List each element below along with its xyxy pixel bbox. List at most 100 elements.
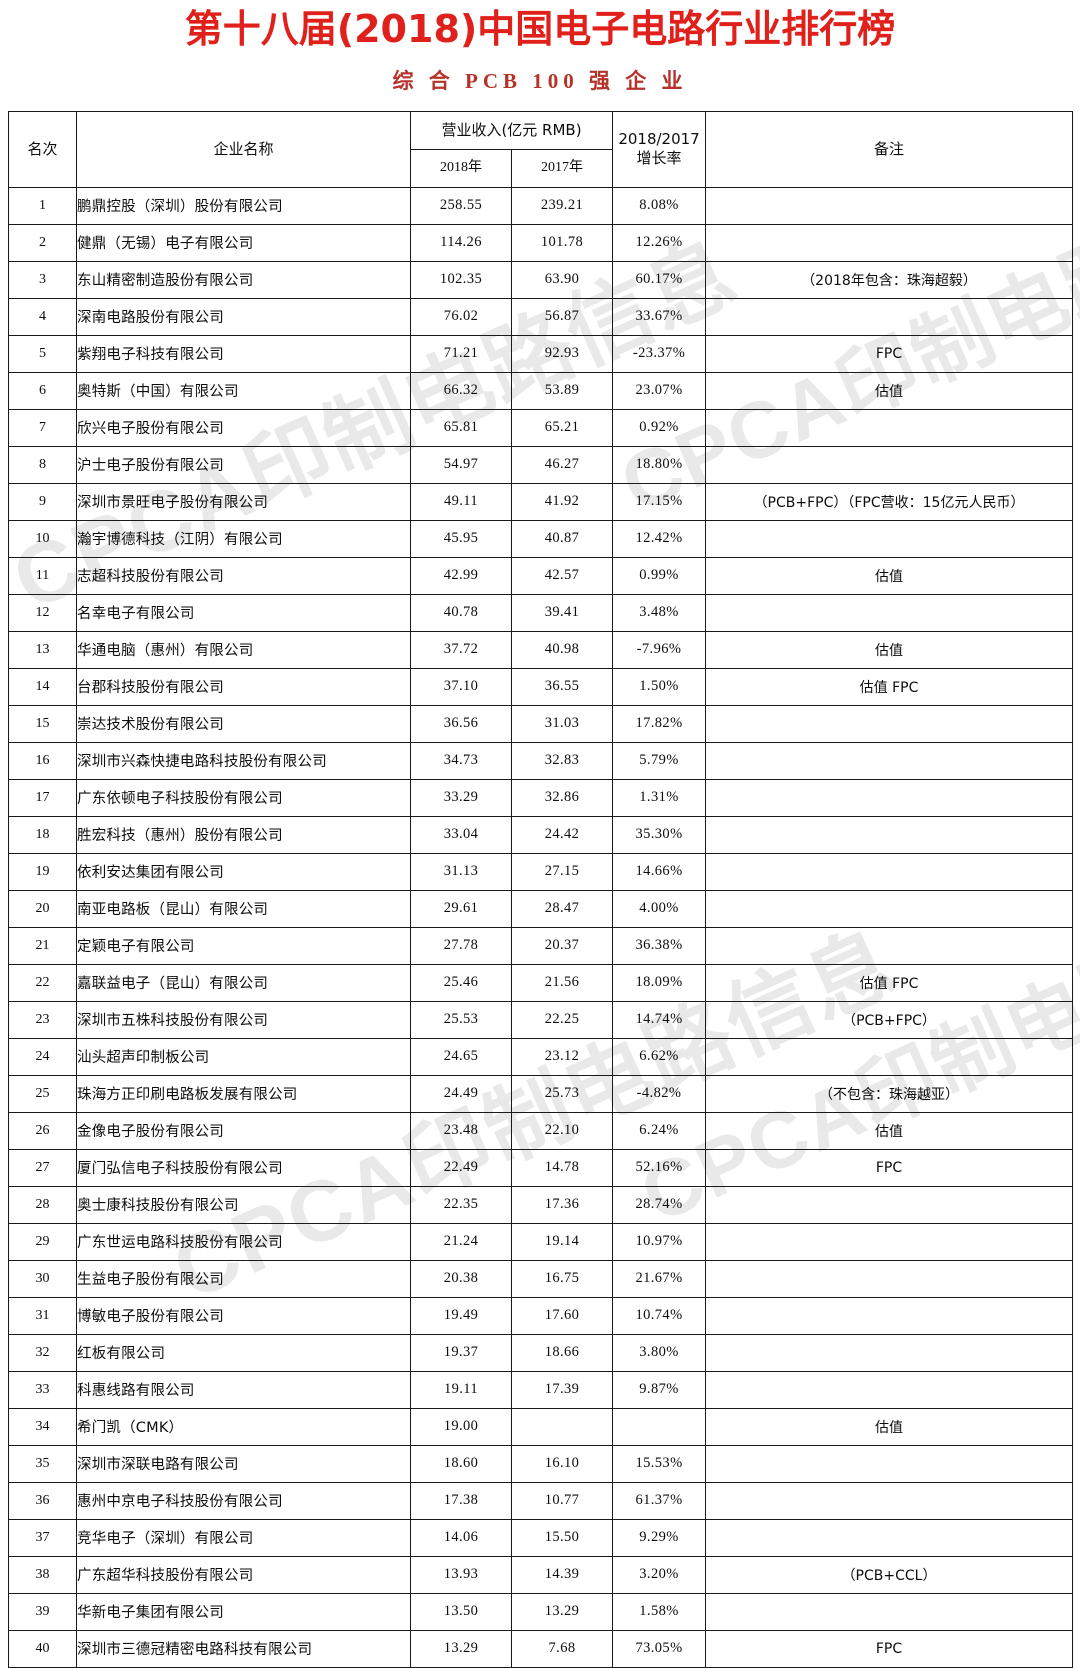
cell-revenue-2018: 25.53	[410, 1000, 512, 1039]
cell-remark	[705, 704, 1074, 743]
cell-growth-rate: 6.24%	[612, 1111, 707, 1150]
cell-revenue-2017: 63.90	[510, 260, 614, 299]
cell-remark: 估值 FPC	[705, 963, 1074, 1002]
cell-revenue-2017: 239.21	[510, 186, 614, 225]
table-body: 1 鹏鼎控股（深圳）股份有限公司 258.55 239.21 8.08% 2 健鼎（无锡）电…	[8, 186, 1074, 1668]
cell-company: 科惠线路有限公司	[76, 1370, 411, 1409]
cell-revenue-2018: 13.29	[410, 1629, 512, 1668]
table-row: 27 厦门弘信电子科技股份有限公司 22.49 14.78 52.16% FPC	[8, 1148, 1074, 1187]
cell-growth-rate: 8.08%	[612, 186, 707, 225]
column-header-company: 企业名称	[76, 110, 411, 188]
cell-revenue-2018: 13.50	[410, 1592, 512, 1631]
cell-revenue-2018: 36.56	[410, 704, 512, 743]
table-row: 22 嘉联益电子（昆山）有限公司 25.46 21.56 18.09% 估值 FPC	[8, 963, 1074, 1002]
cell-company: 广东超华科技股份有限公司	[76, 1555, 411, 1594]
cell-revenue-2018: 33.29	[410, 778, 512, 817]
cell-growth-rate: 1.50%	[612, 667, 707, 706]
cell-remark: （2018年包含：珠海超毅）	[705, 260, 1074, 299]
column-header-remark: 备注	[705, 110, 1074, 188]
cell-rank: 40	[8, 1629, 77, 1668]
cell-company: 广东世运电路科技股份有限公司	[76, 1222, 411, 1261]
cell-remark	[705, 1518, 1074, 1557]
cell-revenue-2017: 46.27	[510, 445, 614, 484]
header-row-top: 名次 企业名称 营业收入(亿元 RMB) 2018/2017 增长率 备注	[8, 110, 1074, 188]
cell-rank: 16	[8, 741, 77, 780]
cell-revenue-2017: 18.66	[510, 1333, 614, 1372]
cell-revenue-2017: 40.98	[510, 630, 614, 669]
cell-remark	[705, 593, 1074, 632]
cell-revenue-2017: 39.41	[510, 593, 614, 632]
cell-company: 健鼎（无锡）电子有限公司	[76, 223, 411, 262]
cell-growth-rate	[612, 1407, 707, 1446]
cell-revenue-2018: 71.21	[410, 334, 512, 373]
cell-rank: 12	[8, 593, 77, 632]
cell-rank: 29	[8, 1222, 77, 1261]
cell-rank: 6	[8, 371, 77, 410]
table-row: 5 紫翔电子科技有限公司 71.21 92.93 -23.37% FPC	[8, 334, 1074, 373]
cell-company: 台郡科技股份有限公司	[76, 667, 411, 706]
cell-growth-rate: 23.07%	[612, 371, 707, 410]
cell-growth-rate: 1.58%	[612, 1592, 707, 1631]
cell-company: 厦门弘信电子科技股份有限公司	[76, 1148, 411, 1187]
cell-remark	[705, 778, 1074, 817]
cell-rank: 9	[8, 482, 77, 521]
cell-growth-rate: 18.09%	[612, 963, 707, 1002]
cell-company: 生益电子股份有限公司	[76, 1259, 411, 1298]
cell-revenue-2018: 14.06	[410, 1518, 512, 1557]
cell-growth-rate: 1.31%	[612, 778, 707, 817]
cell-company: 瀚宇博德科技（江阴）有限公司	[76, 519, 411, 558]
cell-growth-rate: -7.96%	[612, 630, 707, 669]
cell-revenue-2018: 25.46	[410, 963, 512, 1002]
cell-remark	[705, 1370, 1074, 1409]
table-row: 35 深圳市深联电路有限公司 18.60 16.10 15.53%	[8, 1444, 1074, 1483]
cell-remark: （PCB+FPC）（FPC营收：15亿元人民币）	[705, 482, 1074, 521]
cell-rank: 26	[8, 1111, 77, 1150]
table-row: 18 胜宏科技（惠州）股份有限公司 33.04 24.42 35.30%	[8, 815, 1074, 854]
cell-growth-rate: 35.30%	[612, 815, 707, 854]
table-row: 16 深圳市兴森快捷电路科技股份有限公司 34.73 32.83 5.79%	[8, 741, 1074, 780]
cell-company: 依利安达集团有限公司	[76, 852, 411, 891]
cell-growth-rate: 28.74%	[612, 1185, 707, 1224]
table-row: 17 广东依顿电子科技股份有限公司 33.29 32.86 1.31%	[8, 778, 1074, 817]
cell-remark	[705, 1037, 1074, 1076]
cell-growth-rate: 52.16%	[612, 1148, 707, 1187]
cell-growth-rate: 6.62%	[612, 1037, 707, 1076]
cell-company: 希门凯（CMK）	[76, 1407, 411, 1446]
cell-revenue-2017: 21.56	[510, 963, 614, 1002]
cell-rank: 34	[8, 1407, 77, 1446]
cell-revenue-2018: 31.13	[410, 852, 512, 891]
table-row: 25 珠海方正印刷电路板发展有限公司 24.49 25.73 -4.82% （不包含：珠海…	[8, 1074, 1074, 1113]
cell-remark	[705, 1444, 1074, 1483]
cell-rank: 30	[8, 1259, 77, 1298]
cell-remark	[705, 889, 1074, 928]
table-row: 13 华通电脑（惠州）有限公司 37.72 40.98 -7.96% 估值	[8, 630, 1074, 669]
table-row: 28 奥士康科技股份有限公司 22.35 17.36 28.74%	[8, 1185, 1074, 1224]
table-row: 21 定颖电子有限公司 27.78 20.37 36.38%	[8, 926, 1074, 965]
cell-rank: 38	[8, 1555, 77, 1594]
cell-revenue-2017: 17.39	[510, 1370, 614, 1409]
cell-revenue-2017	[510, 1407, 614, 1446]
cell-growth-rate: 15.53%	[612, 1444, 707, 1483]
cell-revenue-2018: 37.10	[410, 667, 512, 706]
cell-company: 定颖电子有限公司	[76, 926, 411, 965]
cell-rank: 21	[8, 926, 77, 965]
table-row: 15 崇达技术股份有限公司 36.56 31.03 17.82%	[8, 704, 1074, 743]
table-row: 4 深南电路股份有限公司 76.02 56.87 33.67%	[8, 297, 1074, 336]
cell-company: 胜宏科技（惠州）股份有限公司	[76, 815, 411, 854]
cell-remark	[705, 223, 1074, 262]
cell-revenue-2017: 16.10	[510, 1444, 614, 1483]
page-title: 第十八届(2018)中国电子电路行业排行榜	[184, 7, 896, 51]
table-row: 40 深圳市三德冠精密电路科技有限公司 13.29 7.68 73.05% FPC	[8, 1629, 1074, 1668]
cell-company: 鹏鼎控股（深圳）股份有限公司	[76, 186, 411, 225]
cell-growth-rate: 3.80%	[612, 1333, 707, 1372]
cell-rank: 8	[8, 445, 77, 484]
cell-rank: 36	[8, 1481, 77, 1520]
cell-company: 华新电子集团有限公司	[76, 1592, 411, 1631]
cell-revenue-2017: 36.55	[510, 667, 614, 706]
cell-revenue-2017: 13.29	[510, 1592, 614, 1631]
table-header: 名次 企业名称 营业收入(亿元 RMB) 2018/2017 增长率 备注 20…	[8, 110, 1074, 188]
cell-rank: 15	[8, 704, 77, 743]
cell-growth-rate: 9.29%	[612, 1518, 707, 1557]
cell-rank: 19	[8, 852, 77, 891]
cell-rank: 27	[8, 1148, 77, 1187]
